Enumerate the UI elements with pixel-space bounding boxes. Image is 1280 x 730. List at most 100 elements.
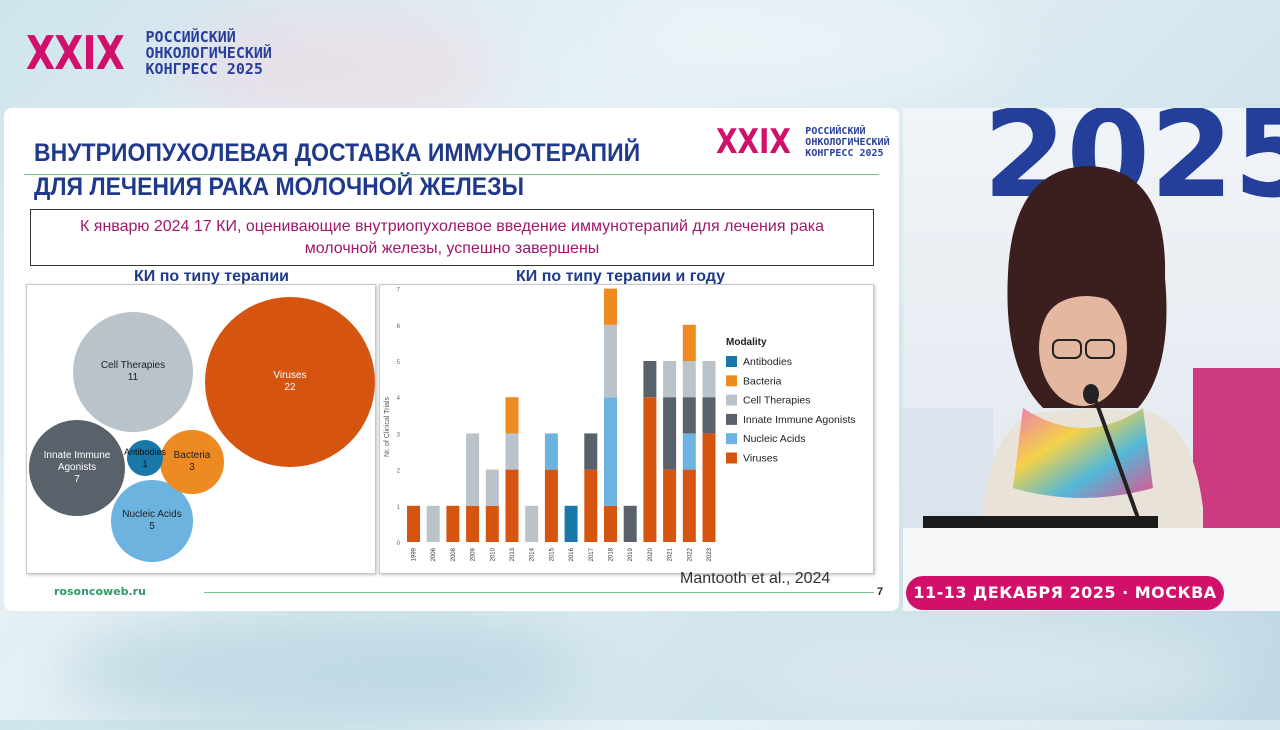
legend-entry: Antibodies [743,356,792,368]
x-tick-label: 2022 [687,547,693,561]
bar-segment-bacteria [505,397,519,434]
bubble-label: Cell Therapies [100,359,166,371]
bubble-bacteria: Bacteria 3 [160,430,224,494]
bubble-label: Agonists [57,461,97,473]
x-tick-label: 2013 [510,547,516,561]
bar-segment-nucleic-acids [604,397,617,506]
legend-swatch [726,356,737,367]
bar-segment-innate-immune-agonists [643,361,657,398]
bar-segment-cell-therapies [426,505,440,542]
bubble-value: 5 [149,520,155,532]
bar-segment-viruses [446,505,460,542]
stacked-bar-chart: 0 1 2 3 4 5 6 7 Nr. of Clinical Trials 1999 2006 20… [379,284,874,574]
bubble-label: Antibodies [123,446,167,457]
bar-segment-viruses [544,469,558,542]
bubble-label: Bacteria [173,449,211,461]
speaker-scene: 2025 [903,108,1280,611]
bubble-value: 22 [284,381,296,393]
bubble-label: Nucleic Acids [122,508,182,520]
x-tick-label: 2021 [668,547,674,561]
legend-entry: Innate Immune Agonists [743,414,856,426]
bar-segment-viruses [663,469,677,542]
divider [24,174,879,175]
bar-segment-cell-therapies [663,361,677,398]
congress-number: XXIX [26,26,125,80]
legend-swatch [726,433,737,445]
bubble-value: 11 [127,371,139,383]
y-tick-label: 6 [397,324,401,330]
bar-segment-viruses [505,469,519,542]
page-number: 7 [877,586,884,598]
bar-segment-innate-immune-agonists [702,397,716,434]
bar-segment-cell-therapies [604,324,617,398]
legend-swatch [726,413,737,425]
legend-entry: Nucleic Acids [743,433,805,445]
bar-segment-viruses [584,469,598,542]
x-tick-label: 2008 [451,547,457,561]
stacked-bar-svg: 0 1 2 3 4 5 6 7 Nr. of Clinical Trials 1999 2006 20… [384,288,856,562]
y-tick-label: 7 [397,288,401,294]
speaker-video: 2025 [903,108,1280,611]
bar-segment-nucleic-acids [544,433,558,470]
bar-segment-cell-therapies [702,361,716,398]
event-date-banner: 11-13 ДЕКАБРЯ 2025 · МОСКВА [906,576,1224,610]
bar-segment-bacteria [682,324,696,361]
legend-entry: Cell Therapies [743,395,811,407]
bar-segment-antibodies [564,505,578,542]
bubble-innate-immune-agonists: Innate Immune Agonists 7 [28,419,126,517]
slide-title: ВНУТРИОПУХОЛЕВАЯ ДОСТАВКА ИММУНОТЕРАПИЙ … [34,139,641,201]
x-tick-label: 2014 [530,547,536,561]
slide-congress-logo: XXIX РОССИЙСКИЙ ОНКОЛОГИЧЕСКИЙ КОНГРЕСС … [716,122,890,162]
y-tick-label: 1 [397,505,401,511]
bar-segment-innate-immune-agonists [663,397,677,470]
footer-divider [204,592,874,593]
congress-name: РОССИЙСКИЙ ОНКОЛОГИЧЕСКИЙ КОНГРЕСС 2025 [145,28,272,78]
x-tick-label: 2015 [549,547,555,561]
bubble-antibodies: Antibodies 1 [123,439,167,477]
bar-segment-viruses [407,505,420,542]
y-tick-label: 3 [397,432,401,438]
x-tick-label: 2010 [490,547,496,561]
legend-entry: Bacteria [743,375,782,387]
bar-segment-viruses [485,505,499,542]
bubble-value: 3 [189,461,195,473]
bubble-cell-therapies: Cell Therapies 11 [72,311,194,433]
y-tick-label: 5 [397,360,401,366]
x-tick-label: 2006 [431,547,437,561]
legend-entry: Viruses [743,453,778,465]
bar-segment-cell-therapies [505,433,519,470]
legend-title: Modality [726,337,767,348]
bar-segment-viruses [702,433,716,542]
bubble-chart-heading: КИ по типу терапии [134,268,290,285]
bar-segment-cell-therapies [682,361,696,398]
bar-chart-heading: КИ по типу терапии и году [516,268,726,285]
bubble-label: Innate Immune [43,449,111,461]
x-tick-label: 2020 [648,547,654,561]
bar-segment-viruses [682,469,696,542]
bubble-viruses: Viruses 22 [204,296,376,468]
y-tick-label: 4 [397,396,401,402]
summary-note: К январю 2024 17 КИ, оценивающие внутрио… [30,209,874,266]
x-tick-label: 1999 [412,547,418,561]
bar-segment-bacteria [604,288,617,325]
y-axis-label: Nr. of Clinical Trials [384,397,391,457]
citation: Mantooth et al., 2024 [680,570,831,587]
footer-url[interactable]: rosoncoweb.ru [54,585,146,598]
bar-segment-viruses [466,505,480,542]
bar-segment-viruses [604,505,617,542]
bar-segment-cell-therapies [466,433,480,506]
legend-swatch [726,394,737,406]
bar-segment-innate-immune-agonists [584,433,598,470]
x-tick-label: 2017 [589,547,595,561]
legend-swatch [726,452,737,464]
bar-segment-viruses [643,397,657,542]
bar-segment-nucleic-acids [682,433,696,470]
x-tick-label: 2023 [707,547,713,561]
bubble-nucleic-acids: Nucleic Acids 5 [111,480,193,562]
x-tick-label: 2018 [609,547,615,561]
x-tick-label: 2009 [471,547,477,561]
congress-logo: XXIX РОССИЙСКИЙ ОНКОЛОГИЧЕСКИЙ КОНГРЕСС … [26,26,272,80]
bubble-label: Viruses [273,369,307,381]
bar-segment-cell-therapies [485,469,499,506]
bubble-chart: Viruses 22 Cell Therapies 11 Innate Immune Ag… [26,284,376,574]
